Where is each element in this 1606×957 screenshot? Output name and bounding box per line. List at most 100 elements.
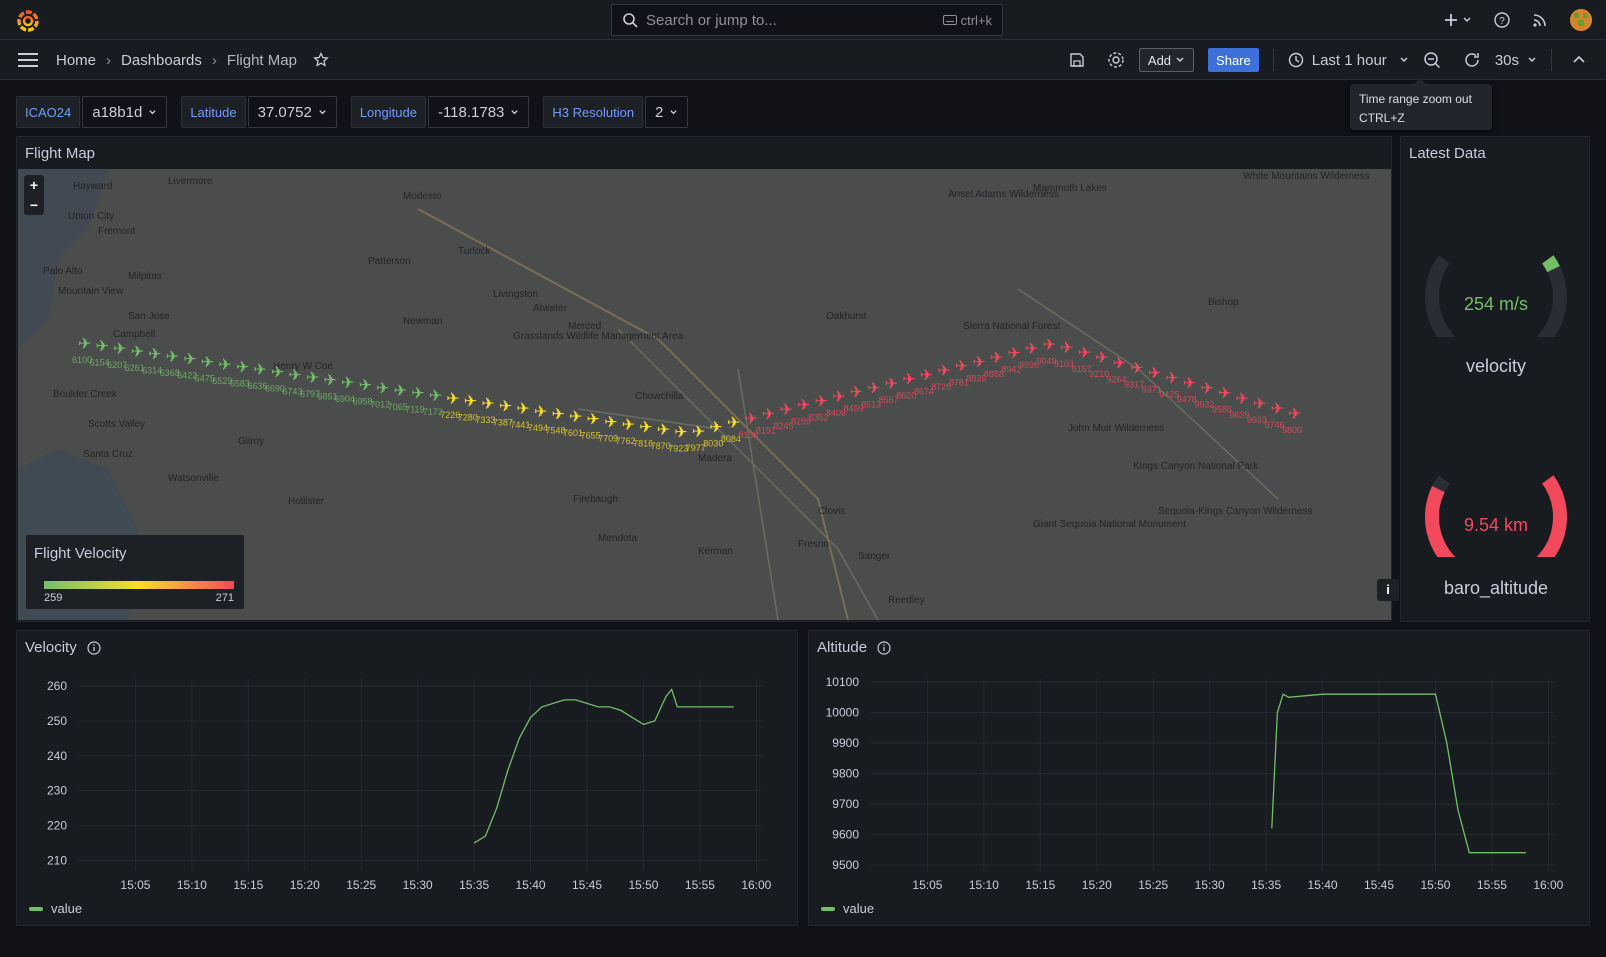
flight-marker-icon[interactable]: ✈ [885,374,898,393]
refresh-interval-picker[interactable]: 30s [1495,52,1537,69]
flight-marker-icon[interactable]: ✈ [1235,389,1248,408]
flight-marker-icon[interactable]: ✈ [587,410,600,429]
flight-marker-icon[interactable]: ✈ [622,415,635,434]
flight-marker-icon[interactable]: ✈ [937,361,950,380]
help-icon[interactable]: ? [1494,12,1510,28]
flight-marker-icon[interactable]: ✈ [569,407,582,426]
flight-marker-icon[interactable]: ✈ [920,365,933,384]
share-button[interactable]: Share [1208,48,1259,72]
map-zoom-out-button[interactable]: − [29,197,39,213]
flight-marker-icon[interactable]: ✈ [148,344,161,363]
flight-marker-icon[interactable]: ✈ [464,391,477,410]
flight-marker-icon[interactable]: ✈ [1078,343,1091,362]
new-menu-button[interactable] [1444,13,1472,27]
search-bar[interactable]: Search or jump to... ctrl+k [611,4,1003,36]
settings-gear-icon[interactable] [1107,51,1125,69]
flight-marker-icon[interactable]: ✈ [709,417,722,436]
flight-marker-icon[interactable]: ✈ [955,357,968,376]
flight-marker-icon[interactable]: ✈ [201,352,214,371]
flight-marker-icon[interactable]: ✈ [832,387,845,406]
variable-select-latitude[interactable]: 37.0752 [247,96,337,128]
flight-marker-icon[interactable]: ✈ [902,370,915,389]
variable-select-longitude[interactable]: -118.1783 [427,96,530,128]
flight-marker-icon[interactable]: ✈ [779,400,792,419]
flight-marker-icon[interactable]: ✈ [324,371,337,390]
flight-marker-icon[interactable]: ✈ [867,378,880,397]
flight-marker-icon[interactable]: ✈ [1007,344,1020,363]
map-zoom-in-button[interactable]: + [29,177,39,193]
flight-marker-icon[interactable]: ✈ [411,384,424,403]
flight-marker-icon[interactable]: ✈ [534,402,547,421]
flight-marker-icon[interactable]: ✈ [604,412,617,431]
star-icon[interactable] [313,52,329,68]
menu-icon[interactable] [18,52,38,68]
breadcrumb-dashboards[interactable]: Dashboards [121,51,202,69]
flight-marker-icon[interactable]: ✈ [516,399,529,418]
user-avatar[interactable] [1570,9,1592,31]
flight-marker-icon[interactable]: ✈ [481,394,494,413]
flight-marker-icon[interactable]: ✈ [1288,404,1301,423]
refresh-icon[interactable] [1463,51,1481,69]
altitude-legend-item[interactable]: value [821,901,874,916]
zoom-out-icon[interactable] [1423,51,1441,69]
flight-marker-icon[interactable]: ✈ [96,337,109,356]
flight-marker-icon[interactable]: ✈ [499,397,512,416]
flight-marker-icon[interactable]: ✈ [236,357,249,376]
flight-marker-icon[interactable]: ✈ [166,347,179,366]
flight-marker-icon[interactable]: ✈ [1253,394,1266,413]
velocity-legend-item[interactable]: value [29,901,82,916]
flight-marker-icon[interactable]: ✈ [1200,379,1213,398]
flight-marker-icon[interactable]: ✈ [1148,363,1161,382]
flight-marker-icon[interactable]: ✈ [1113,353,1126,372]
flight-marker-icon[interactable]: ✈ [990,348,1003,367]
chevron-up-icon[interactable] [1572,53,1586,67]
flight-marker-icon[interactable]: ✈ [131,342,144,361]
flight-marker-icon[interactable]: ✈ [1165,368,1178,387]
flight-marker-icon[interactable]: ✈ [639,417,652,436]
flight-marker-icon[interactable]: ✈ [1130,358,1143,377]
flight-marker-icon[interactable]: ✈ [78,334,91,353]
map-canvas[interactable]: Hayward Livermore Modesto Fremont Union City… [18,169,1391,620]
add-button[interactable]: Add [1138,48,1195,72]
flight-marker-icon[interactable]: ✈ [446,389,459,408]
flight-marker-icon[interactable]: ✈ [218,355,231,374]
map-info-button[interactable]: i [1377,579,1399,601]
flight-marker-icon[interactable]: ✈ [306,368,319,387]
flight-marker-icon[interactable]: ✈ [744,409,757,428]
flight-marker-icon[interactable]: ✈ [183,350,196,369]
flight-marker-icon[interactable]: ✈ [727,413,740,432]
flight-marker-icon[interactable]: ✈ [1095,348,1108,367]
grafana-logo-icon[interactable] [16,8,40,32]
flight-marker-icon[interactable]: ✈ [797,396,810,415]
flight-marker-icon[interactable]: ✈ [253,360,266,379]
flight-marker-icon[interactable]: ✈ [850,383,863,402]
flight-marker-icon[interactable]: ✈ [394,381,407,400]
info-icon[interactable] [877,640,891,655]
breadcrumb-home[interactable]: Home [56,51,97,69]
time-range-picker[interactable]: Last 1 hour [1288,52,1409,69]
flight-marker-icon[interactable]: ✈ [341,373,354,392]
flight-marker-icon[interactable]: ✈ [1042,335,1055,354]
flight-marker-icon[interactable]: ✈ [972,352,985,371]
flight-marker-icon[interactable]: ✈ [359,376,372,395]
flight-marker-icon[interactable]: ✈ [1060,338,1073,357]
flight-marker-icon[interactable]: ✈ [271,363,284,382]
flight-marker-icon[interactable]: ✈ [551,404,564,423]
flight-marker-icon[interactable]: ✈ [1025,339,1038,358]
info-icon[interactable] [87,640,101,655]
flight-marker-icon[interactable]: ✈ [762,404,775,423]
flight-marker-icon[interactable]: ✈ [674,423,687,442]
flight-marker-icon[interactable]: ✈ [692,422,705,441]
flight-marker-icon[interactable]: ✈ [288,365,301,384]
flight-marker-icon[interactable]: ✈ [1218,384,1231,403]
variable-select-h3-resolution[interactable]: 2 [645,96,689,128]
flight-marker-icon[interactable]: ✈ [657,420,670,439]
flight-marker-icon[interactable]: ✈ [113,339,126,358]
save-icon[interactable] [1069,52,1085,68]
flight-marker-icon[interactable]: ✈ [1270,399,1283,418]
flight-marker-icon[interactable]: ✈ [815,391,828,410]
flight-marker-icon[interactable]: ✈ [1183,374,1196,393]
variable-select-icao24[interactable]: a18b1d [82,96,168,128]
rss-news-icon[interactable] [1532,12,1548,28]
flight-marker-icon[interactable]: ✈ [429,386,442,405]
